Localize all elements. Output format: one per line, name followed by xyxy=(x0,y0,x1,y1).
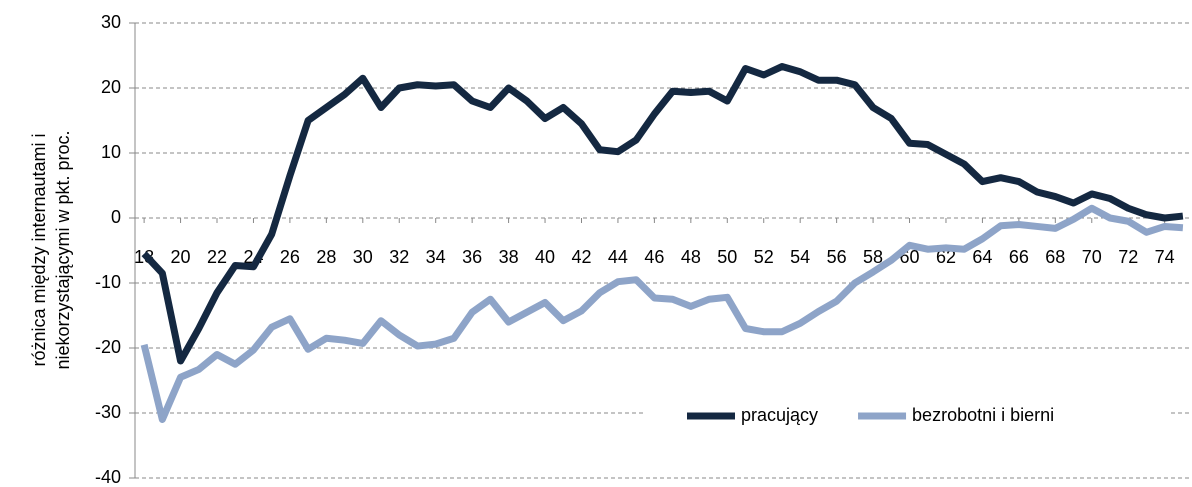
x-tick-label: 52 xyxy=(754,247,774,267)
y-tick-label: 10 xyxy=(101,142,121,162)
x-tick-label: 44 xyxy=(608,247,628,267)
legend-label: pracujący xyxy=(741,405,818,425)
y-axis-label: niekorzystającymi w pkt. proc. xyxy=(53,130,73,369)
x-tick-label: 26 xyxy=(280,247,300,267)
x-tick-label: 36 xyxy=(462,247,482,267)
y-tick-label: -30 xyxy=(95,402,121,422)
x-tick-label: 20 xyxy=(171,247,191,267)
x-tick-label: 22 xyxy=(207,247,227,267)
legend-label: bezrobotni i bierni xyxy=(912,405,1054,425)
y-tick-label: -40 xyxy=(95,467,121,487)
x-tick-label: 28 xyxy=(316,247,336,267)
y-tick-label: -10 xyxy=(95,272,121,292)
x-tick-label: 38 xyxy=(499,247,519,267)
x-tick-label: 66 xyxy=(1009,247,1029,267)
x-tick-label: 40 xyxy=(535,247,555,267)
y-axis-label: różnica między internautami i xyxy=(29,133,49,366)
x-tick-label: 48 xyxy=(681,247,701,267)
x-tick-label: 70 xyxy=(1082,247,1102,267)
x-tick-label: 34 xyxy=(426,247,446,267)
x-tick-label: 46 xyxy=(644,247,664,267)
x-tick-label: 30 xyxy=(353,247,373,267)
y-tick-label: 0 xyxy=(111,207,121,227)
x-tick-label: 56 xyxy=(827,247,847,267)
y-tick-label: -20 xyxy=(95,337,121,357)
series-line xyxy=(141,63,1184,365)
x-tick-label: 42 xyxy=(571,247,591,267)
x-tick-label: 68 xyxy=(1045,247,1065,267)
y-tick-label: 30 xyxy=(101,12,121,32)
series-line xyxy=(140,204,1184,423)
x-tick-label: 64 xyxy=(972,247,992,267)
x-tick-label: 54 xyxy=(790,247,810,267)
y-tick-label: 20 xyxy=(101,77,121,97)
x-tick-label: 74 xyxy=(1155,247,1175,267)
x-tick-label: 32 xyxy=(389,247,409,267)
x-tick-label: 58 xyxy=(863,247,883,267)
x-tick-label: 72 xyxy=(1118,247,1138,267)
x-tick-label: 50 xyxy=(717,247,737,267)
